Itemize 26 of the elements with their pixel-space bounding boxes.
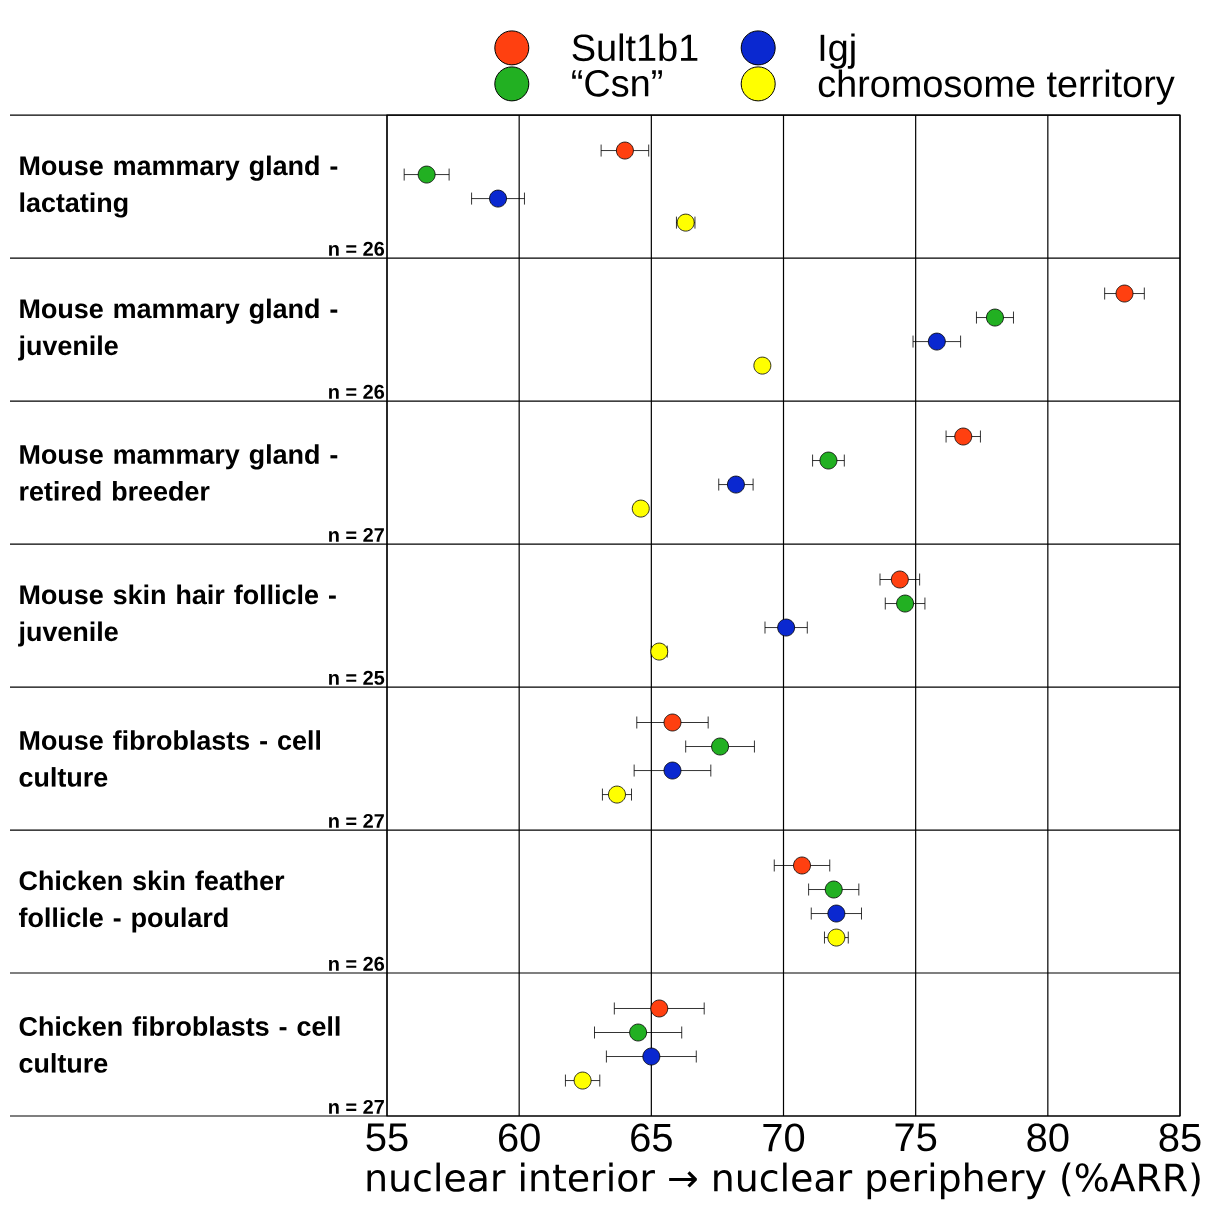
x-axis-title: nuclear interior → nuclear periphery (%ARR) xyxy=(367,1162,1200,1200)
y-tick-label: Mouse mammary gland - lactating xyxy=(20,155,338,218)
legend-label: “Csn” xyxy=(572,69,662,97)
text: n = 26 xyxy=(329,956,385,971)
x-tick-label: 65 xyxy=(631,1123,672,1152)
text: n = 26 xyxy=(329,384,385,399)
x-tick-label: 60 xyxy=(499,1123,540,1152)
x-tick-label: 70 xyxy=(763,1123,805,1152)
x-tick-label: 75 xyxy=(895,1123,937,1152)
x-tick-label: 80 xyxy=(1027,1123,1069,1152)
legend-label: chromosome territory xyxy=(818,69,1175,105)
text: n = 27 xyxy=(329,527,384,542)
text: n = 27 xyxy=(329,1099,384,1114)
legend-label: Igj xyxy=(820,33,855,69)
x-tick-label: 55 xyxy=(366,1123,408,1152)
text: n = 27 xyxy=(329,813,384,828)
legend-label: Sult1b1 xyxy=(572,33,698,62)
y-tick-label: Mouse skin hair follicle - juvenile xyxy=(18,584,336,647)
y-tick-label: Mouse mammary gland - juvenile xyxy=(18,298,338,361)
x-tick-label: 85 xyxy=(1159,1123,1201,1152)
y-tick-label: Mouse fibroblasts - cell culture xyxy=(19,730,321,787)
text: n = 25 xyxy=(329,670,385,685)
text: n = 26 xyxy=(329,241,385,256)
y-tick-label: Chicken fibroblasts - cell culture xyxy=(19,1016,340,1073)
y-tick-label: Mouse mammary gland - retired breeder xyxy=(20,444,338,501)
y-tick-label: Chicken skin feather follicle - poulard xyxy=(18,870,285,933)
